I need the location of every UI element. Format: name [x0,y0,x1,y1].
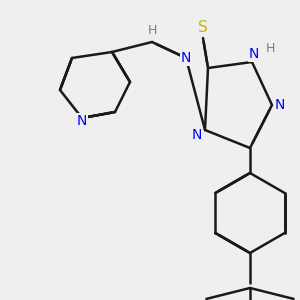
Text: N: N [249,47,259,61]
Text: N: N [77,114,87,128]
Text: H: H [265,41,275,55]
Text: N: N [192,128,202,142]
Text: N: N [275,98,285,112]
Text: S: S [198,20,208,35]
Text: N: N [181,51,191,65]
Text: H: H [147,25,157,38]
